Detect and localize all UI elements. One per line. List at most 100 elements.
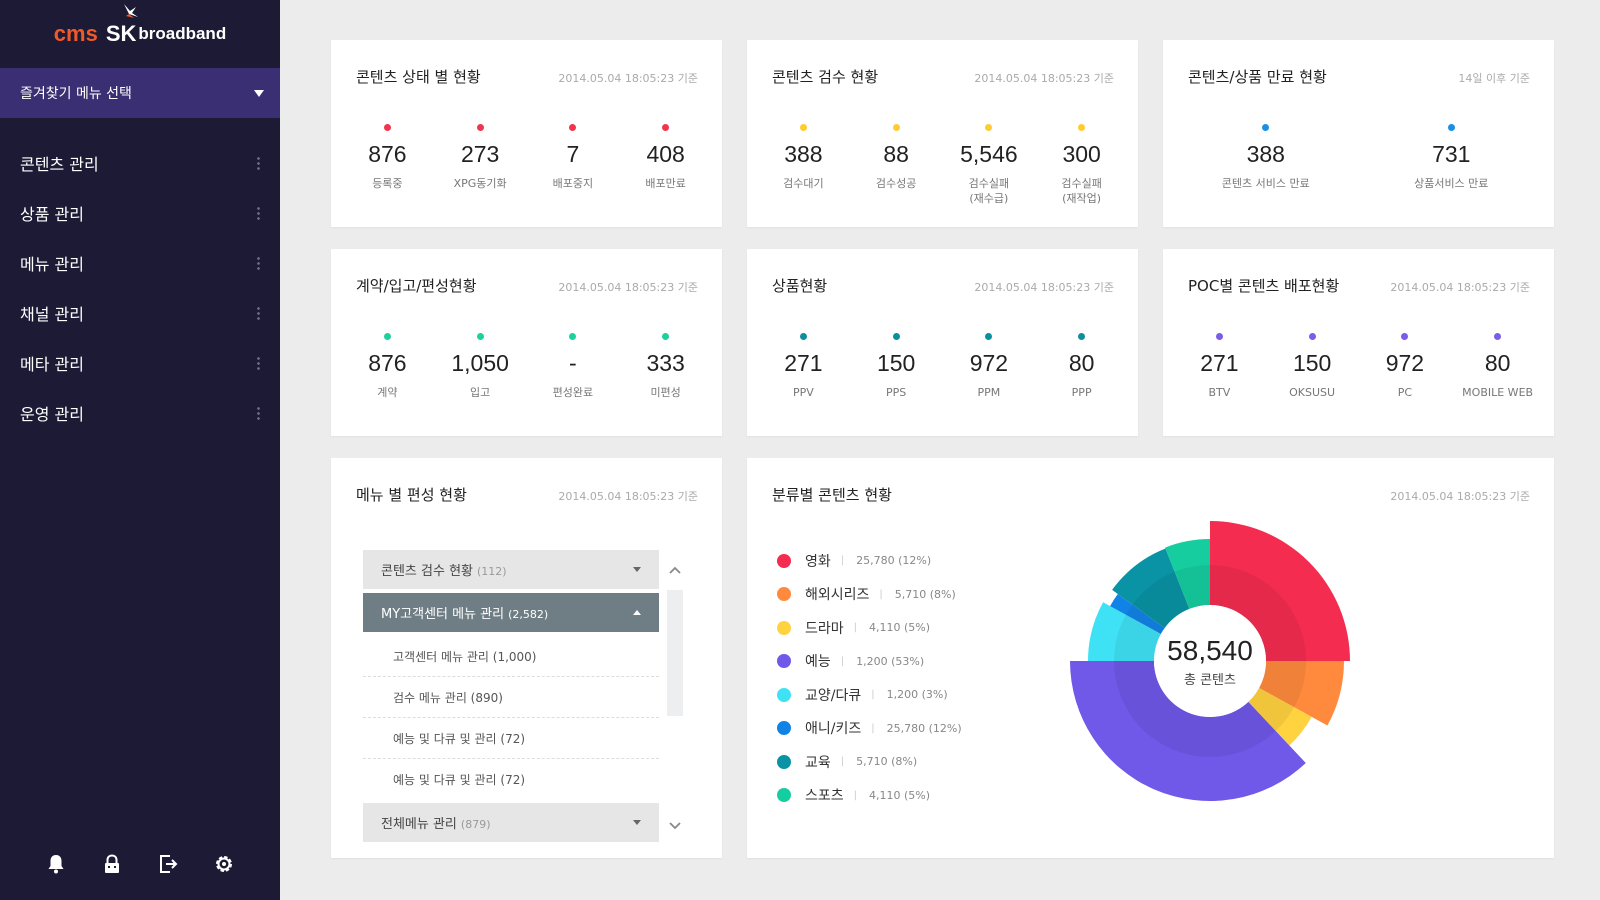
donut-slice[interactable] [1088,602,1161,661]
stat-value: 408 [646,141,685,167]
card-category-contents: 분류별 콘텐츠 현황 2014.05.04 18:05:23 기준 영화 | 25,… [747,458,1554,858]
donut-slice[interactable] [1110,593,1165,635]
donut-slice[interactable] [1248,687,1312,746]
menu-subitem[interactable]: 검수 메뉴 관리 (890) [363,677,659,718]
card-contract-status: 계약/입고/편성현황 2014.05.04 18:05:23 기준 876 계약 … [331,249,722,436]
menu-subitem[interactable]: 예능 및 다큐 및 관리 (72) [393,773,526,787]
status-dot [1494,333,1502,340]
donut-slice[interactable] [1210,521,1350,661]
stat-item[interactable]: 876 계약 [341,333,434,400]
sidebar-item-meta[interactable]: 메타 관리 [0,338,280,388]
scroll-up-icon[interactable] [669,564,681,576]
stat-item[interactable]: 1,050 입고 [434,333,527,400]
stat-item[interactable]: 388 콘텐츠 서비스 만료 [1173,124,1359,191]
donut-slice[interactable] [1070,661,1306,801]
stat-item[interactable]: 88 검수성공 [850,124,943,206]
status-dot [569,333,577,340]
lock-icon[interactable] [100,852,124,876]
sidebar-footer [0,852,280,876]
sidebar-item-channels[interactable]: 채널 관리 [0,288,280,338]
legend-swatch [777,687,791,702]
stat-item[interactable]: 300 검수실패 (재작업) [1035,124,1128,206]
sidebar: cms SK broadband 즐겨찾기 메뉴 선택 콘텐츠 관리 상품 관리… [0,0,280,900]
menu-group-inspection[interactable]: 콘텐츠 검수 현황 (112) [363,550,659,589]
legend-item[interactable]: 교육 | 5,710 (8%) [777,745,962,779]
legend-label: 애니/키즈 [805,721,862,738]
stat-item[interactable]: 273 XPG동기화 [434,124,527,191]
stat-item[interactable]: 150 PPS [850,333,943,400]
favorites-dropdown[interactable]: 즐겨찾기 메뉴 선택 [0,68,280,118]
stat-item[interactable]: 731 상품서비스 만료 [1359,124,1545,191]
stat-item[interactable]: 972 PC [1359,333,1452,400]
legend-swatch [777,620,791,635]
logo-cms: cms [53,21,98,46]
status-dot [383,333,391,340]
stat-value: 333 [646,350,685,376]
menu-scrollbar[interactable] [667,550,683,846]
legend-value: 25,780 (12%) [886,721,962,735]
legend-swatch [777,788,791,803]
menu-group-my-customer-center[interactable]: MY고객센터 메뉴 관리 (2,582) [363,593,659,632]
card-expiry-status: 콘텐츠/상품 만료 현황 14일 이후 기준 388 콘텐츠 서비스 만료 731… [1163,40,1554,227]
menu-subitem[interactable]: 예능 및 다큐 및 관리 (72) [363,718,659,759]
stat-item[interactable]: 80 PPP [1035,333,1128,400]
stat-item[interactable]: 271 PPV [757,333,850,400]
card-timestamp: 14일 이후 기준 [1458,72,1530,85]
stat-item[interactable]: 388 검수대기 [757,124,850,206]
sidebar-item-contents[interactable]: 콘텐츠 관리 [0,138,280,188]
sidebar-item-menus[interactable]: 메뉴 관리 [0,238,280,288]
legend-item[interactable]: 해외시리즈 | 5,710 (8%) [777,578,962,612]
stat-item[interactable]: 271 BTV [1173,333,1266,400]
legend-separator: | [840,756,845,768]
menu-group-all-menus[interactable]: 전체메뉴 관리 (879) [363,803,659,842]
legend-swatch [777,553,791,568]
stat-label: MOBILE WEB [1462,386,1534,399]
card-product-status: 상품현황 2014.05.04 18:05:23 기준 271 PPV 150 PP… [747,249,1138,436]
brand-logo[interactable]: cms SK broadband [0,0,280,68]
legend-label: 스포츠 [805,788,844,805]
main-nav: 콘텐츠 관리 상품 관리 메뉴 관리 채널 관리 메타 관리 운영 관리 [0,138,280,438]
logout-icon[interactable] [156,852,180,876]
stat-item[interactable]: 408 배포만료 [619,124,712,191]
legend-item[interactable]: 애니/키즈 | 25,780 (12%) [777,712,962,746]
bell-icon[interactable] [44,852,68,876]
legend-item[interactable]: 교양/다큐 | 1,200 (3%) [777,678,962,712]
stat-label: XPG동기화 [453,177,507,190]
stat-item[interactable]: 7 배포중지 [527,124,620,191]
stat-item[interactable]: 150 OKSUSU [1266,333,1359,400]
legend-value: 5,710 (8%) [856,755,918,769]
card-timestamp: 2014.05.04 18:05:23 기준 [558,490,698,503]
stat-value: 80 [1484,350,1511,376]
menu-subitem[interactable]: 고객센터 메뉴 관리 (1,000) [363,636,659,677]
card-poc-distribution: POC별 콘텐츠 배포현황 2014.05.04 18:05:23 기준 271… [1163,249,1554,436]
stat-item[interactable]: 5,546 검수실패 (재수급) [943,124,1036,206]
scroll-down-icon[interactable] [669,820,681,832]
status-dot [476,333,484,340]
sidebar-item-operations[interactable]: 운영 관리 [0,388,280,438]
legend-item[interactable]: 예능 | 1,200 (53%) [777,645,962,679]
legend-item[interactable]: 드라마 | 4,110 (5%) [777,611,962,645]
legend-item[interactable]: 영화 | 25,780 (12%) [777,544,962,578]
sidebar-item-products[interactable]: 상품 관리 [0,188,280,238]
sidebar-item-label: 상품 관리 [20,205,84,224]
stat-item[interactable]: 333 미편성 [619,333,712,400]
menu-group-label: 콘텐츠 검수 현황 (112) [381,564,507,579]
gear-icon[interactable] [212,852,236,876]
sidebar-item-label: 메타 관리 [20,355,84,374]
scrollbar-thumb[interactable] [667,590,683,716]
legend-item[interactable]: 스포츠 | 4,110 (5%) [777,779,962,813]
donut-slice[interactable] [1112,548,1190,629]
card-timestamp: 2014.05.04 18:05:23 기준 [974,72,1114,85]
sidebar-item-label: 운영 관리 [20,405,84,424]
legend-label: 드라마 [805,620,844,637]
stat-item[interactable]: 80 MOBILE WEB [1451,333,1544,400]
donut-slice[interactable] [1259,661,1344,726]
stat-item[interactable]: 876 등록중 [341,124,434,191]
stat-label: PPM [977,386,1001,399]
donut-slice[interactable] [1165,539,1210,609]
stat-item[interactable]: 972 PPM [943,333,1036,400]
stat-value: 88 [883,141,909,167]
card-timestamp: 2014.05.04 18:05:23 기준 [1390,490,1530,503]
sidebar-item-label: 채널 관리 [20,305,84,324]
stat-item[interactable]: - 편성완료 [527,333,620,400]
